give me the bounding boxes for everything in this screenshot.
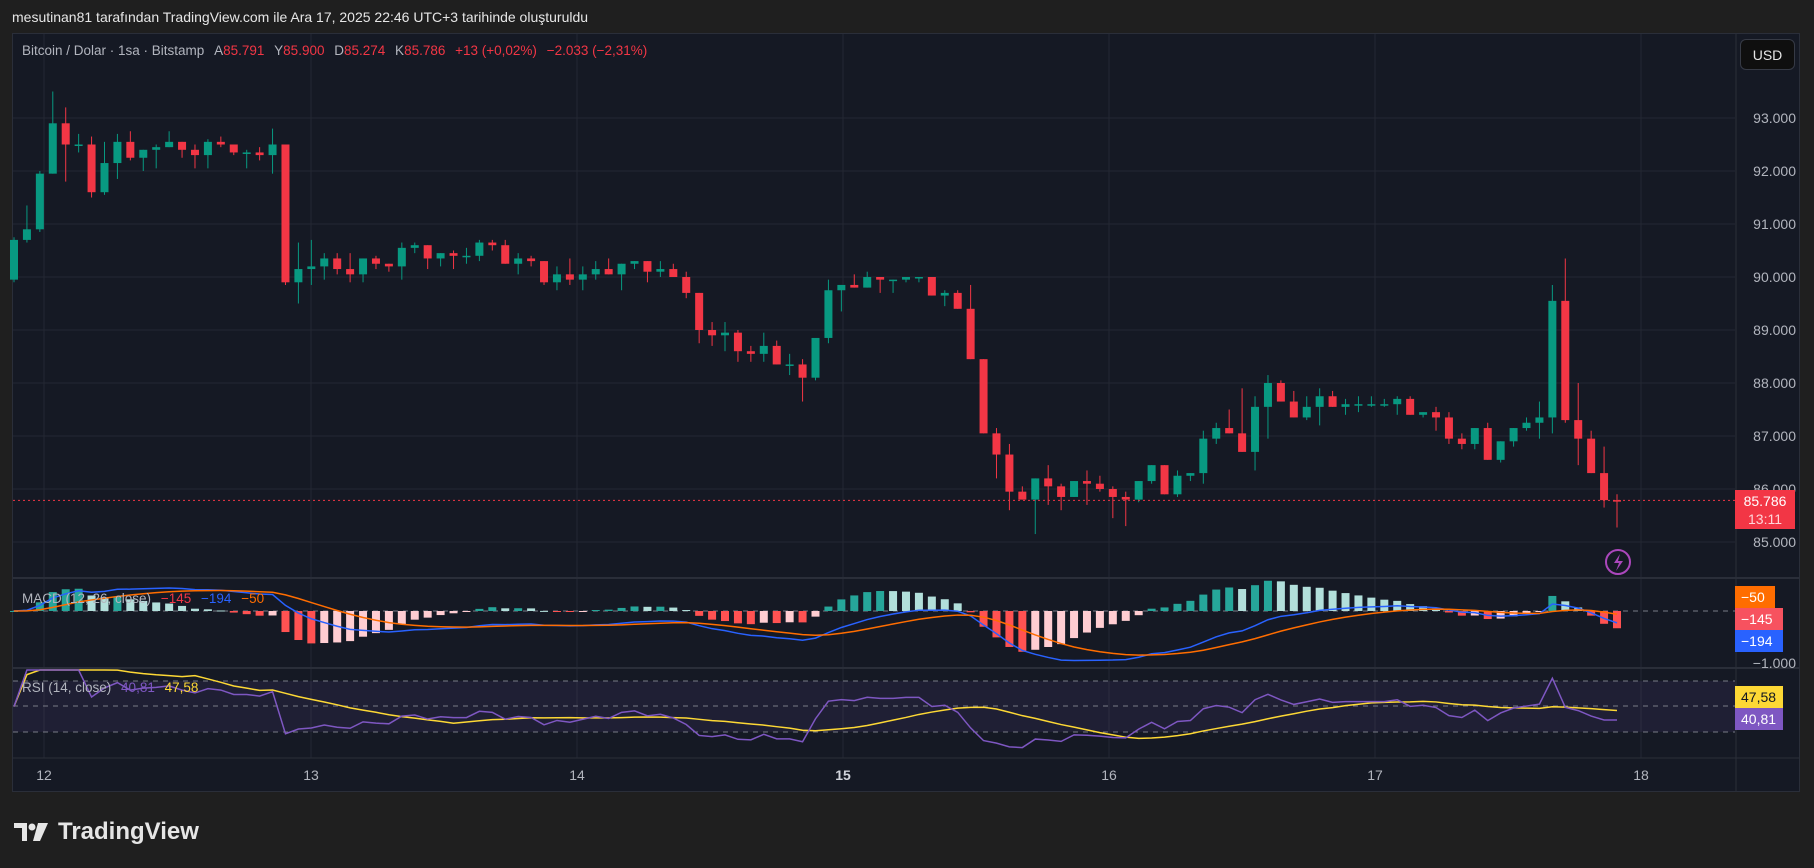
change-value: +13 (+0,02%) bbox=[455, 43, 537, 58]
rsi-tag: 40,81 bbox=[1735, 708, 1783, 730]
rsi-ma-tag: 47,58 bbox=[1735, 686, 1783, 708]
time-tick: 17 bbox=[1367, 767, 1383, 783]
price-tick: 93.000 bbox=[1753, 110, 1796, 126]
symbol-legend: Bitcoin / Dolar · 1sa · Bitstamp A85.791… bbox=[22, 43, 648, 58]
macd-signal-tag: −50 bbox=[1735, 586, 1775, 608]
price-tick: 87.000 bbox=[1753, 428, 1796, 444]
price-tick: 85.000 bbox=[1753, 534, 1796, 550]
brand-name: TradingView bbox=[58, 818, 199, 845]
symbol-title[interactable]: Bitcoin / Dolar · 1sa · Bitstamp bbox=[22, 43, 205, 58]
high-value: 85.900 bbox=[283, 43, 325, 58]
time-tick: 15 bbox=[835, 767, 851, 783]
price-tick: 92.000 bbox=[1753, 163, 1796, 179]
macd-legend: MACD (12, 26, close) −145 −194 −50 bbox=[22, 591, 265, 606]
price-tick: 88.000 bbox=[1753, 375, 1796, 391]
price-tick: 90.000 bbox=[1753, 269, 1796, 285]
tradingview-logo-icon bbox=[14, 823, 48, 841]
rsi-legend: RSI (14, close) 40,81 47,58 bbox=[22, 680, 199, 695]
currency-button[interactable]: USD bbox=[1740, 39, 1795, 70]
tradingview-logo[interactable]: TradingView bbox=[14, 818, 199, 846]
close-value: 85.786 bbox=[404, 43, 446, 58]
price-tick: 91.000 bbox=[1753, 216, 1796, 232]
last-price-tag: 85.786 13:11 bbox=[1735, 490, 1795, 529]
macd-line-tag: −194 bbox=[1735, 630, 1783, 652]
time-tick: 13 bbox=[303, 767, 319, 783]
open-value: 85.791 bbox=[223, 43, 265, 58]
bar-countdown: 13:11 bbox=[1748, 511, 1782, 527]
time-tick: 16 bbox=[1101, 767, 1117, 783]
time-tick: 18 bbox=[1633, 767, 1649, 783]
chart-caption: mesutinan81 tarafından TradingView.com i… bbox=[12, 9, 589, 25]
chart-frame[interactable] bbox=[12, 33, 1800, 792]
macd-axis-tick: −1.000 bbox=[1752, 655, 1796, 671]
time-tick: 14 bbox=[569, 767, 585, 783]
change-24h-value: −2.033 (−2,31%) bbox=[546, 43, 648, 58]
price-tick: 89.000 bbox=[1753, 322, 1796, 338]
low-value: 85.274 bbox=[343, 43, 386, 58]
macd-histogram-tag: −145 bbox=[1735, 608, 1783, 630]
time-tick: 12 bbox=[36, 767, 52, 783]
